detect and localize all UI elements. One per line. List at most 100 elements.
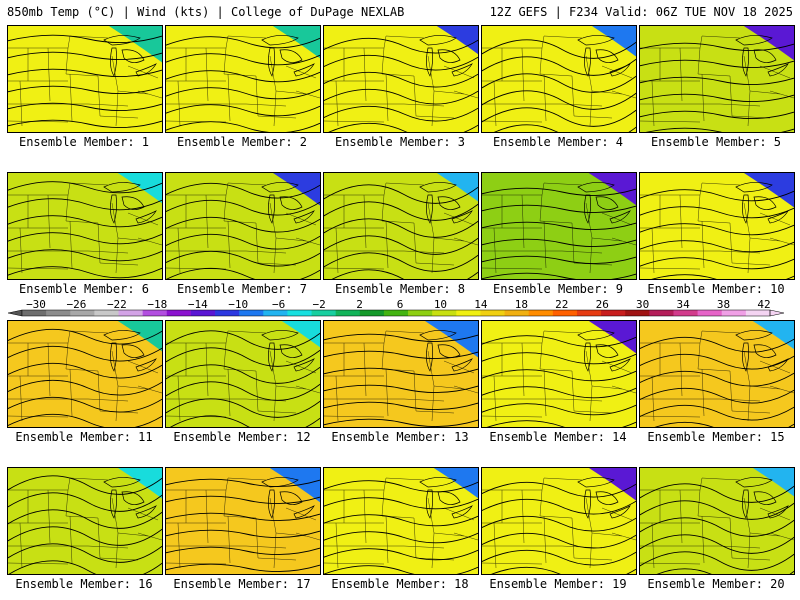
temperature-field-map: [166, 173, 320, 279]
temperature-field-map: [640, 321, 794, 427]
height-contours: [166, 36, 320, 132]
temperature-band: [324, 468, 478, 574]
great-lakes-outline: [261, 330, 315, 372]
ensemble-member-map: [639, 320, 795, 428]
colorbar-tick-label: −10: [228, 298, 249, 311]
colorbar-swatch: [721, 310, 747, 316]
temperature-field-map: [8, 468, 162, 574]
colorbar-swatch: [22, 310, 47, 316]
state-borders: [166, 182, 320, 274]
colorbar-tick-label: 22: [555, 298, 569, 311]
temperature-band: [482, 173, 636, 279]
ensemble-member-label: Ensemble Member: 15: [647, 430, 785, 444]
colorbar-tick-label: −26: [66, 298, 87, 311]
temperature-field-map: [166, 468, 320, 574]
height-contours: [324, 37, 478, 132]
ensemble-member-map: [639, 172, 795, 280]
colorbar-min-arrow: [7, 309, 23, 317]
temperature-band: [640, 173, 794, 279]
great-lakes-outline: [735, 182, 789, 224]
great-lakes-outline: [577, 182, 631, 224]
colorbar-tick-label: 42: [757, 298, 771, 311]
great-lakes-outline: [419, 477, 473, 519]
ensemble-member-label: Ensemble Member: 3: [334, 135, 466, 149]
colorbar-tick-label: 26: [595, 298, 609, 311]
state-borders: [8, 477, 162, 569]
ensemble-member-map: [481, 172, 637, 280]
colorbar-swatch: [190, 310, 216, 316]
model-run-valid-time: 12Z GEFS | F234 Valid: 06Z TUE NOV 18 20…: [489, 5, 793, 19]
temperature-field-map: [482, 468, 636, 574]
height-contours: [324, 184, 478, 279]
height-contours: [324, 333, 478, 427]
ensemble-member-label: Ensemble Member: 7: [176, 282, 308, 296]
colorbar-swatch: [142, 310, 168, 316]
ensemble-member-label: Ensemble Member: 2: [176, 135, 308, 149]
colorbar-swatch: [359, 310, 385, 316]
ensemble-member-map: [165, 25, 321, 133]
ensemble-member-label: Ensemble Member: 6: [18, 282, 150, 296]
ensemble-member-label: Ensemble Member: 4: [492, 135, 624, 149]
height-contours: [166, 330, 320, 427]
temperature-field-map: [324, 173, 478, 279]
state-borders: [8, 182, 162, 274]
temperature-band: [482, 26, 636, 132]
colorbar-tick-label: 30: [636, 298, 650, 311]
colorbar-swatch: [215, 310, 240, 316]
colorbar-outline: [21, 309, 771, 317]
great-lakes-outline: [261, 35, 315, 77]
ensemble-member-label: Ensemble Member: 5: [650, 135, 782, 149]
height-contours: [640, 483, 794, 574]
height-contours: [482, 481, 636, 574]
ensemble-member-map: [323, 25, 479, 133]
temperature-band: [482, 468, 636, 574]
colorbar-swatch: [46, 310, 71, 316]
height-contours: [8, 475, 162, 574]
temperature-field-map: [8, 173, 162, 279]
state-borders: [324, 182, 478, 274]
ensemble-member-map: [7, 320, 163, 428]
colorbar-swatch: [673, 310, 699, 316]
great-lakes-outline: [419, 35, 473, 77]
temperature-field-map: [166, 26, 320, 132]
colorbar-tick-label: −6: [272, 298, 286, 311]
state-borders: [324, 35, 478, 127]
ensemble-member-map: [639, 467, 795, 575]
temperature-field-map: [640, 26, 794, 132]
great-lakes-outline: [103, 477, 157, 519]
colorbar-max-arrow: [769, 309, 785, 317]
ensemble-member-label: Ensemble Member: 8: [334, 282, 466, 296]
height-contours: [482, 187, 636, 279]
ensemble-member-label: Ensemble Member: 20: [647, 577, 785, 591]
temperature-band: [324, 321, 478, 427]
colorbar-tick-label: 2: [356, 298, 363, 311]
ensemble-member-label: Ensemble Member: 14: [489, 430, 627, 444]
temperature-band: [8, 173, 162, 279]
ensemble-member-map: [323, 467, 479, 575]
temperature-field-map: [482, 321, 636, 427]
ensemble-member-map: [7, 467, 163, 575]
colorbar-swatch: [311, 310, 337, 316]
colorbar-tick-label: 18: [514, 298, 528, 311]
ensemble-member-map: [7, 172, 163, 280]
colorbar-tick-label: 38: [716, 298, 731, 311]
temperature-band: [166, 173, 320, 279]
colorbar-tick-label: −30: [26, 298, 46, 311]
temperature-band: [166, 321, 320, 427]
great-lakes-outline: [261, 477, 315, 519]
colorbar-swatch: [552, 310, 578, 316]
colorbar-swatch: [70, 310, 95, 316]
temperature-colorbar: [7, 309, 785, 317]
height-contours: [166, 478, 320, 573]
ensemble-member-label: Ensemble Member: 12: [173, 430, 311, 444]
temperature-band: [640, 321, 794, 427]
state-borders: [482, 35, 636, 127]
height-contours: [8, 328, 162, 427]
colorbar-swatch: [166, 310, 192, 316]
colorbar-swatch: [528, 310, 554, 316]
ensemble-member-map: [481, 320, 637, 428]
colorbar-tick-label: 34: [676, 298, 690, 311]
ensemble-member-label: Ensemble Member: 16: [15, 577, 153, 591]
height-contours: [8, 181, 162, 279]
